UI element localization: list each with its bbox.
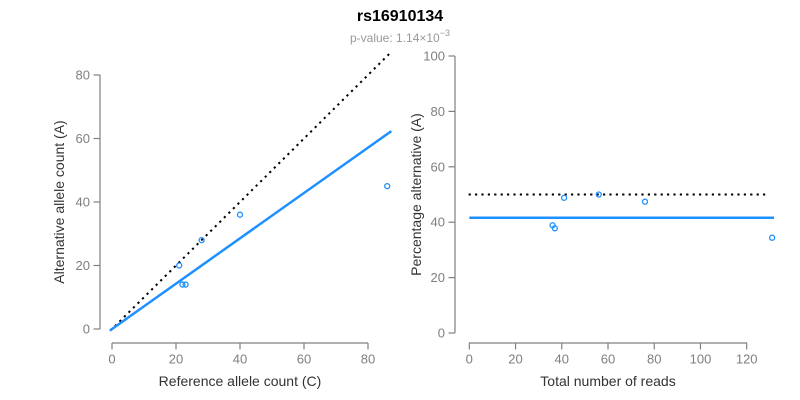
x-tick-label: 0 [466, 352, 473, 367]
x-tick-label: 80 [361, 352, 375, 367]
y-tick-label: 60 [431, 159, 445, 174]
data-point [198, 236, 205, 244]
data-point [236, 211, 244, 218]
identity-line [109, 52, 392, 332]
x-axis-title: Reference allele count (C) [159, 373, 322, 389]
y-tick-label: 60 [76, 131, 90, 146]
panel-left: 0 20 40 60 80 0 20 40 60 80 Reference allele count… [51, 52, 393, 389]
y-axis-title: Percentage alternative (A) [408, 113, 424, 276]
x-tick-label: 60 [601, 352, 615, 367]
y-tick-label: 0 [438, 326, 445, 341]
x-tick-label: 40 [233, 352, 247, 367]
x-tick-label: 20 [508, 352, 522, 367]
pvalue-subtitle: p-value: 1.14×10−3 [0, 28, 800, 45]
panel-right: 0 20 40 60 80 100 120 0 20 40 60 80 100 Total number … [408, 49, 776, 389]
x-axis-title: Total number of reads [540, 373, 675, 389]
data-point [595, 191, 602, 198]
pvalue-text: p-value: 1.14×10 [349, 31, 440, 45]
x-tick-label: 40 [555, 352, 569, 367]
y-tick-label: 100 [423, 49, 445, 64]
x-tick-label: 20 [169, 352, 183, 367]
page-title: rs16910134 [356, 8, 444, 25]
y-tick-label: 0 [83, 322, 90, 337]
fit-line [109, 130, 393, 332]
y-tick-label: 80 [76, 68, 90, 83]
x-tick-label: 120 [736, 352, 758, 367]
y-tick-label: 40 [431, 215, 445, 230]
x-tick-label: 60 [297, 352, 311, 367]
x-tick-label: 0 [108, 352, 115, 367]
data-point [560, 194, 568, 201]
pvalue-exponent: −3 [439, 28, 450, 38]
y-tick-label: 80 [431, 104, 445, 119]
data-point [641, 198, 649, 205]
data-point [384, 182, 391, 190]
x-tick-label: 100 [690, 352, 712, 367]
y-axis-title: Alternative allele count (A) [51, 120, 67, 283]
data-point [551, 225, 558, 232]
data-point [176, 262, 183, 269]
y-tick-label: 40 [76, 195, 90, 210]
data-point [182, 281, 189, 288]
x-tick-label: 80 [647, 352, 661, 367]
y-tick-label: 20 [431, 270, 445, 285]
data-point [179, 281, 186, 288]
data-point [768, 234, 776, 241]
y-tick-label: 20 [76, 258, 90, 273]
